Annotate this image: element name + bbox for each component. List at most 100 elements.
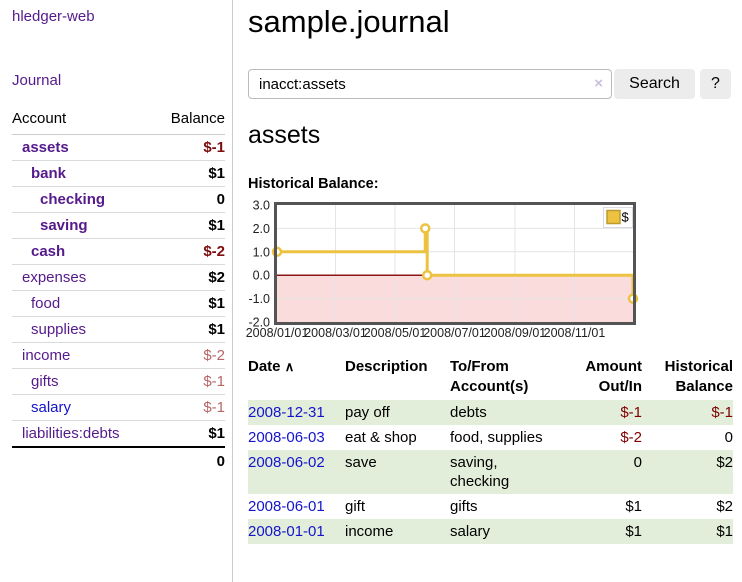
transaction-description: income <box>345 519 450 544</box>
plot-border <box>274 202 636 325</box>
account-link[interactable]: expenses <box>22 269 87 286</box>
help-button[interactable]: ? <box>700 69 731 99</box>
account-balance: $2 <box>208 269 225 286</box>
transaction-date-link[interactable]: 2008-01-01 <box>248 519 345 544</box>
y-tick-label: 0.0 <box>253 269 270 283</box>
chart-title: Historical Balance: <box>248 176 379 192</box>
register-row: 2008-06-02 save saving, checking 0 $2 <box>248 450 733 494</box>
transaction-amount: 0 <box>566 450 642 494</box>
register-row: 2008-06-03 eat & shop food, supplies $-2 0 <box>248 425 733 450</box>
account-balance: $-1 <box>203 139 225 156</box>
account-link[interactable]: supplies <box>31 321 87 338</box>
account-balance: $1 <box>208 425 225 442</box>
account-link[interactable]: assets <box>22 139 69 156</box>
account-balance: $-1 <box>203 373 225 390</box>
transaction-amount: $-2 <box>620 429 642 446</box>
sort-ascending-icon: ∧ <box>284 359 295 374</box>
search-input[interactable] <box>248 69 612 99</box>
col-date-header[interactable]: Date ∧ <box>248 358 295 375</box>
account-balance: $-2 <box>203 347 225 364</box>
accounts-col-account: Account <box>12 110 67 127</box>
register-table: Date ∧ Description To/From Account(s) Am… <box>248 357 733 544</box>
sidebar-account-row: liabilities:debts $1 <box>12 421 225 446</box>
transaction-balance: $-1 <box>642 400 733 425</box>
transaction-date-link[interactable]: 2008-06-03 <box>248 429 325 446</box>
accounts-total-row: 0 <box>12 446 225 474</box>
col-description-header: Description <box>345 358 428 375</box>
legend-swatch <box>606 209 621 225</box>
sidebar-item-journal[interactable]: Journal <box>12 72 62 89</box>
y-tick-label: 3.0 <box>253 199 270 213</box>
y-tick-label: -1.0 <box>248 292 270 306</box>
y-tick-label: 2.0 <box>253 222 270 236</box>
transaction-date-link[interactable]: 2008-12-31 <box>248 400 345 425</box>
account-balance: $1 <box>208 321 225 338</box>
account-link[interactable]: checking <box>40 191 106 208</box>
sidebar-account-row: checking 0 <box>12 187 225 213</box>
x-tick-label: 2008/11/01 <box>544 326 606 340</box>
main-content: sample.journal × Search ? assets Histori… <box>246 0 742 544</box>
sidebar-account-row: saving $1 <box>12 213 225 239</box>
sidebar-account-row: food $1 <box>12 291 225 317</box>
x-tick-label: 2008/05/01 <box>364 326 427 340</box>
account-heading: assets <box>248 121 321 149</box>
account-balance: $1 <box>208 295 225 312</box>
account-balance: $-1 <box>203 399 225 416</box>
col-balance-header: Historical Balance <box>664 358 733 395</box>
x-tick-label: 2008/03/01 <box>304 326 367 340</box>
data-point-marker <box>420 223 431 234</box>
transaction-accounts: food, supplies <box>450 429 543 446</box>
page-title: sample.journal <box>248 4 450 39</box>
register-header-row: Date ∧ Description To/From Account(s) Am… <box>248 357 733 400</box>
accounts-col-balance: Balance <box>170 110 225 127</box>
sidebar-account-row: salary $-1 <box>12 395 225 421</box>
account-link[interactable]: salary <box>31 399 72 416</box>
search-button[interactable]: Search <box>614 69 695 99</box>
account-link[interactable]: income <box>22 347 71 364</box>
transaction-description: save <box>345 450 450 494</box>
sidebar-account-row: income $-2 <box>12 343 225 369</box>
account-link[interactable]: liabilities:debts <box>22 425 120 442</box>
account-link[interactable]: food <box>31 295 61 312</box>
transaction-accounts: debts <box>450 400 566 425</box>
account-link[interactable]: saving <box>40 217 88 234</box>
app-brand-link[interactable]: hledger-web <box>12 8 95 25</box>
sidebar-account-row: supplies $1 <box>12 317 225 343</box>
transaction-description: gift <box>345 498 366 515</box>
transaction-description: pay off <box>345 400 450 425</box>
transaction-balance: $2 <box>642 450 733 494</box>
sidebar-nav: Journal <box>12 72 225 89</box>
sidebar-account-row: gifts $-1 <box>12 369 225 395</box>
register-row: 2008-12-31 pay off debts $-1 $-1 <box>248 400 733 425</box>
sidebar-account-row: cash $-2 <box>12 239 225 265</box>
transaction-description: eat & shop <box>345 429 417 446</box>
col-amount-header: Amount Out/In <box>585 358 642 395</box>
x-tick-label: 2008/07/01 <box>423 326 486 340</box>
account-link[interactable]: cash <box>31 243 66 260</box>
account-balance: $1 <box>208 217 225 234</box>
register-row: 2008-06-01 gift gifts $1 $2 <box>248 494 733 519</box>
account-balance: 0 <box>216 191 225 208</box>
search-bar: × Search ? <box>248 69 742 99</box>
accounts-panel: Account Balance assets $-1 bank $1 checking 0… <box>12 110 225 474</box>
transaction-amount: $-1 <box>566 400 642 425</box>
transaction-amount: $1 <box>625 498 642 515</box>
account-balance: $-2 <box>203 243 225 260</box>
accounts-list: assets $-1 bank $1 checking 0 saving $1 cash $-2 e… <box>12 135 225 446</box>
transaction-accounts: salary <box>450 519 566 544</box>
chart-canvas: 3.0 2.0 1.0 0.0 -1.0 -2.02008/01/012008/03/01… <box>246 199 639 340</box>
account-balance: $1 <box>208 165 225 182</box>
transaction-balance: 0 <box>724 429 733 446</box>
transaction-date-link[interactable]: 2008-06-02 <box>248 450 345 494</box>
transaction-date-link[interactable]: 2008-06-01 <box>248 498 325 515</box>
register-row: 2008-01-01 income salary $1 $1 <box>248 519 733 544</box>
clear-search-icon[interactable]: × <box>594 75 603 92</box>
sidebar-account-row: assets $-1 <box>12 135 225 161</box>
transaction-accounts: saving, checking <box>450 450 566 494</box>
x-tick-label: 2008/01/01 <box>246 326 309 340</box>
sidebar-account-row: bank $1 <box>12 161 225 187</box>
sidebar: hledger-web Journal Account Balance asse… <box>0 0 233 582</box>
account-link[interactable]: gifts <box>31 373 59 390</box>
account-link[interactable]: bank <box>31 165 67 182</box>
y-tick-label: -2.0 <box>248 316 270 330</box>
